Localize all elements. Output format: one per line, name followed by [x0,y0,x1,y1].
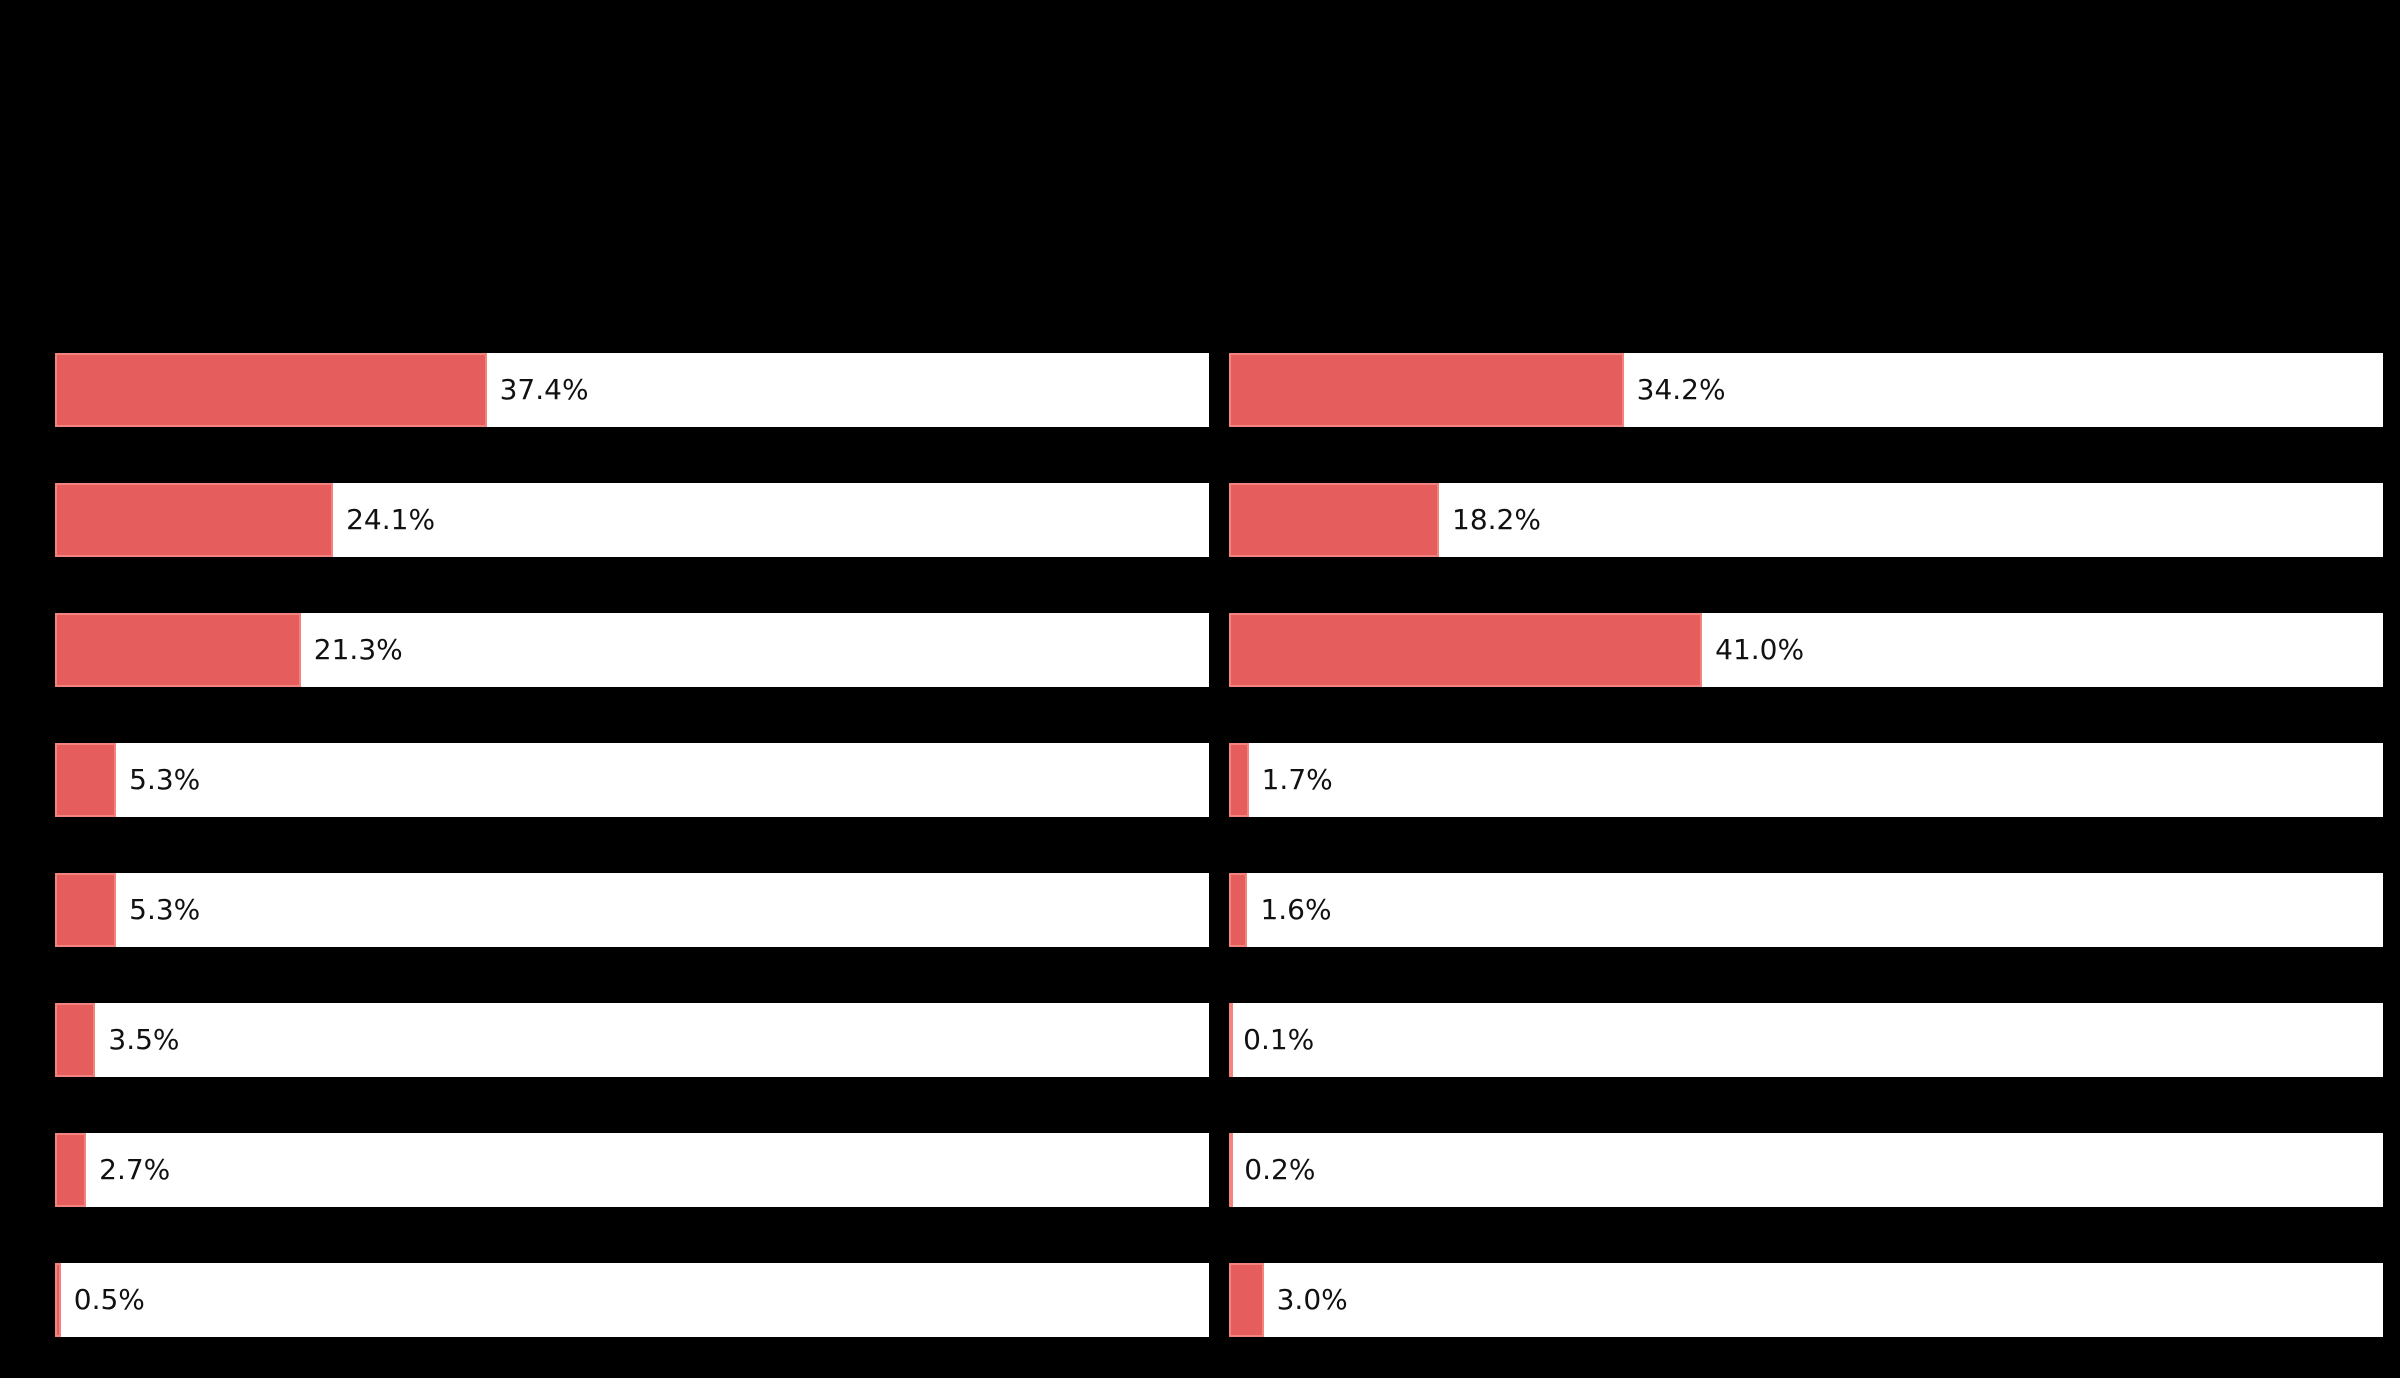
bar-track: 0.5% [55,1263,1209,1337]
bar-fill [1229,1263,1264,1337]
bar-track: 0.1% [1229,1003,2383,1077]
bar-value-label: 5.3% [129,893,201,926]
bar-fill [55,613,301,687]
bar-fill [1229,353,1624,427]
bar-track: 1.6% [1229,873,2383,947]
bar-track: 24.1% [55,483,1209,557]
bar-track: 18.2% [1229,483,2383,557]
bar-value-label: 0.2% [1244,1153,1316,1186]
bar-value-label: 24.1% [346,503,436,536]
bar-track: 34.2% [1229,353,2383,427]
bar-fill [55,1003,96,1077]
bar-track: 41.0% [1229,613,2383,687]
bar-fill [55,1133,87,1207]
bar-value-label: 2.7% [99,1153,171,1186]
bar-value-label: 5.3% [129,763,201,796]
bar-value-label: 18.2% [1452,503,1541,536]
bar-value-label: 1.6% [1260,893,1332,926]
bar-value-label: 34.2% [1636,373,1726,406]
bar-panel-right: 34.2% 18.2% 41.0% 1.7% 1.6% 0.1% 0.2% 3.0% [1229,353,2383,1337]
bar-fill [1229,873,1248,947]
bar-fill [1229,613,1703,687]
bar-fill [55,743,117,817]
bar-value-label: 41.0% [1715,633,1805,666]
bar-track: 3.5% [55,1003,1209,1077]
bar-fill [1229,1003,1233,1077]
bar-track: 5.3% [55,873,1209,947]
bar-fill [1229,1133,1233,1207]
bar-track: 37.4% [55,353,1209,427]
bar-value-label: 0.1% [1243,1023,1315,1056]
bar-value-label: 0.5% [73,1283,145,1316]
bar-value-label: 3.0% [1276,1283,1348,1316]
bar-track: 5.3% [55,743,1209,817]
bar-fill [55,1263,61,1337]
bar-track: 21.3% [55,613,1209,687]
bar-track: 1.7% [1229,743,2383,817]
bar-value-label: 37.4% [499,373,589,406]
bar-value-label: 21.3% [313,633,403,666]
bar-panel-left: 37.4% 24.1% 21.3% 5.3% 5.3% 3.5% 2.7% 0.5% [55,353,1209,1337]
bar-fill [1229,483,1440,557]
bar-fill [55,483,334,557]
bar-fill [1229,743,1249,817]
bar-value-label: 1.7% [1261,763,1333,796]
bar-fill [55,873,117,947]
bar-fill [55,353,487,427]
bar-track: 0.2% [1229,1133,2383,1207]
bar-track: 3.0% [1229,1263,2383,1337]
bar-value-label: 3.5% [108,1023,180,1056]
bar-track: 2.7% [55,1133,1209,1207]
